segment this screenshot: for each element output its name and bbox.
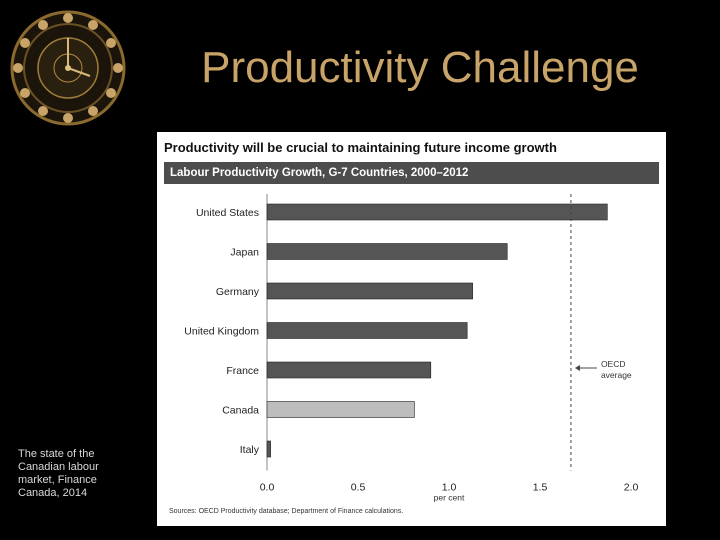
- category-label: Germany: [216, 286, 260, 298]
- oecd-arrow-head: [574, 365, 580, 371]
- x-axis-label: per cent: [434, 493, 465, 503]
- category-label: France: [226, 365, 259, 377]
- oecd-average-label: OECD: [601, 359, 626, 369]
- chart-source: Sources: OECD Productivity database; Dep…: [169, 508, 404, 515]
- category-label: Italy: [240, 444, 260, 456]
- bar: [266, 401, 415, 418]
- bar: [266, 361, 432, 379]
- category-label: Japan: [230, 247, 259, 259]
- x-tick-label: 0.5: [351, 482, 366, 494]
- x-tick-label: 1.5: [533, 482, 548, 494]
- category-label: United States: [196, 207, 259, 219]
- category-label: United Kingdom: [184, 326, 259, 338]
- chart-panel: Productivity will be crucial to maintain…: [157, 132, 666, 526]
- slide-title: Productivity Challenge: [201, 43, 639, 92]
- bar: [266, 243, 508, 260]
- chart-title: Productivity will be crucial to maintain…: [164, 140, 557, 155]
- slide-caption: The state of the Canadian labour market,…: [18, 448, 99, 499]
- oecd-average-label: average: [601, 370, 632, 380]
- bar: [266, 440, 271, 458]
- bar: [266, 322, 468, 339]
- bar: [266, 203, 608, 221]
- x-tick-label: 1.0: [442, 482, 457, 494]
- x-tick-label: 2.0: [624, 482, 639, 494]
- bar-chart: United States Japan Germany United Kingdom F…: [184, 194, 639, 503]
- bar: [266, 282, 473, 300]
- chart-subtitle: Labour Productivity Growth, G-7 Countrie…: [164, 162, 659, 184]
- clock-ornament-image: [10, 10, 126, 126]
- category-label: Canada: [222, 405, 259, 417]
- x-tick-label: 0.0: [260, 482, 275, 494]
